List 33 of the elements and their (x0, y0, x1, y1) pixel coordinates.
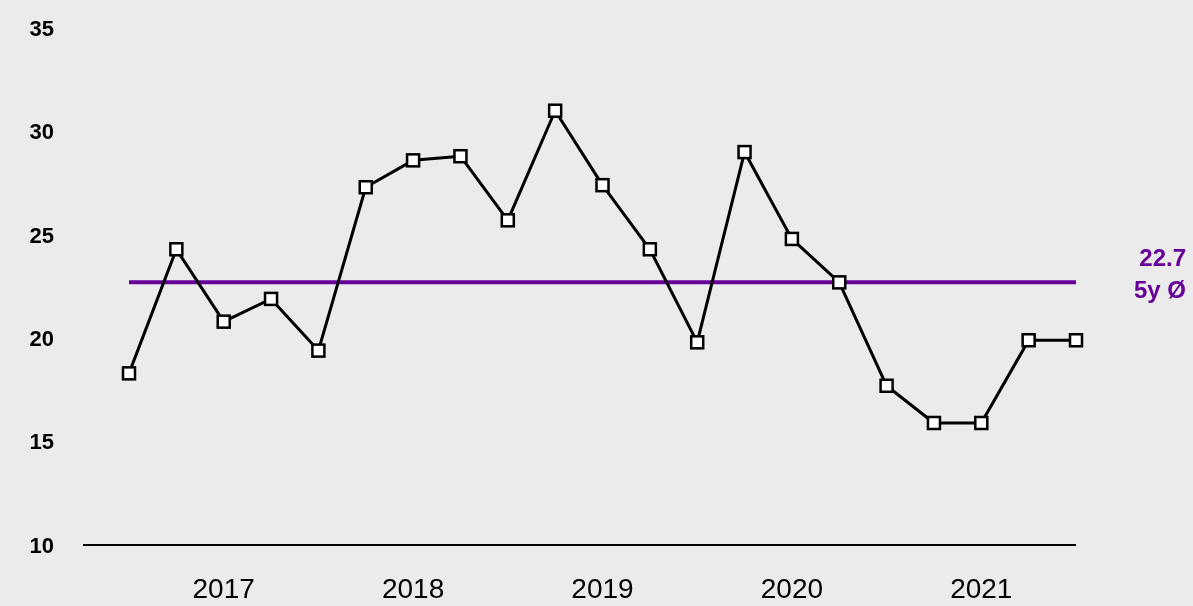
point (642, 242, 658, 257)
point (832, 275, 847, 290)
x-tick-label: 2021 (950, 573, 1013, 604)
y-tick-label: 20 (29, 325, 54, 351)
point (263, 291, 279, 307)
point (926, 415, 942, 431)
x-tick-label: 2018 (381, 573, 445, 604)
point (500, 213, 516, 228)
point (216, 314, 231, 329)
x-tick-label: 2019 (571, 573, 634, 604)
y-tick-label: 35 (29, 15, 54, 41)
point (689, 335, 705, 350)
point (974, 415, 989, 431)
x-tick-label: 2020 (760, 573, 824, 604)
y-tick-label: 25 (29, 222, 54, 248)
y-tick-label: 10 (29, 532, 54, 558)
point (1021, 333, 1036, 348)
point (405, 153, 421, 168)
point (784, 231, 800, 247)
point (358, 179, 373, 195)
y-tick-label: 15 (29, 429, 54, 455)
point (121, 366, 137, 381)
point (595, 177, 610, 193)
x-tick-label: 2017 (192, 573, 255, 604)
point (169, 242, 184, 257)
point (737, 144, 752, 160)
point (1068, 333, 1084, 348)
point (879, 378, 894, 394)
ref-line-label: 22.7 5y Ø (1133, 244, 1186, 304)
y-tick-label: 30 (29, 119, 54, 145)
point (453, 148, 468, 164)
point (547, 103, 563, 118)
point (311, 343, 326, 358)
